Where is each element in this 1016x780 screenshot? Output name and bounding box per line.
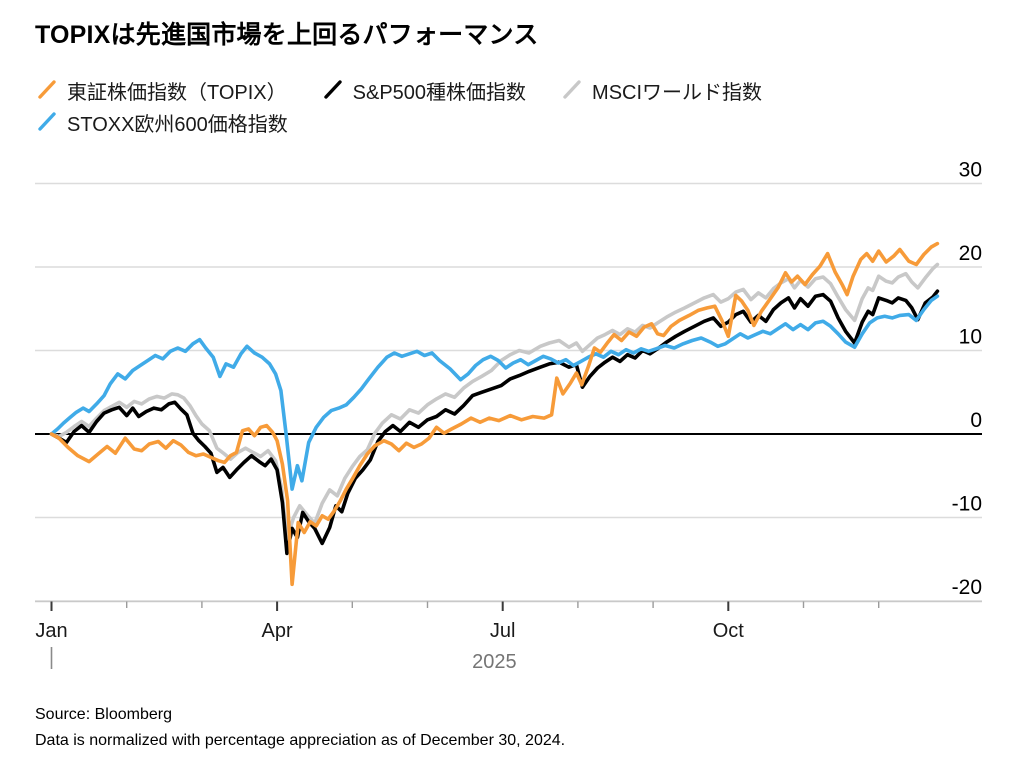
- line-swatch-icon: [38, 112, 56, 131]
- line-swatch-icon: [323, 80, 342, 99]
- series-line-4: [49, 294, 940, 491]
- line-swatch-icon: [38, 80, 56, 99]
- source-block: Source: Bloomberg Data is normalized wit…: [35, 702, 565, 755]
- legend-label: STOXX欧州600価格指数: [67, 113, 288, 136]
- legend-item-3: MSCIワールド指数: [560, 76, 762, 105]
- y-axis-label: 30: [959, 159, 982, 182]
- chart-legend: 東証株価指数（TOPIX） S&P500種株価指数 MSCIワールド指数 STOXX…: [35, 74, 996, 138]
- x-axis-month-label: Apr: [262, 620, 293, 642]
- y-axis-label: 10: [959, 326, 982, 349]
- x-axis-month-label: Jul: [490, 620, 516, 642]
- line-swatch-icon: [563, 80, 581, 99]
- legend-row-1: 東証株価指数（TOPIX） S&P500種株価指数 MSCIワールド指数: [35, 74, 996, 106]
- legend-label: S&P500種株価指数: [352, 81, 527, 104]
- y-axis-label: 0: [970, 409, 982, 432]
- y-axis-label: -10: [952, 493, 982, 516]
- series-line-3: [49, 262, 940, 541]
- legend-label: MSCIワールド指数: [592, 81, 763, 104]
- source-line: Source: Bloomberg: [35, 706, 172, 723]
- series-line-2: [49, 289, 940, 556]
- legend-item-4: STOXX欧州600価格指数: [35, 108, 288, 137]
- y-axis-label: -20: [952, 576, 982, 599]
- footnote-line: Data is normalized with percentage appre…: [35, 732, 566, 750]
- legend-item-2: S&P500種株価指数: [321, 76, 526, 105]
- series-line-1: [49, 241, 940, 587]
- x-axis-month-label: Jan: [35, 620, 67, 642]
- x-axis-month-label: Oct: [713, 620, 745, 642]
- chart-title: TOPIXは先進国市場を上回るパフォーマンス: [35, 21, 539, 49]
- legend-label: 東証株価指数（TOPIX）: [67, 81, 287, 104]
- legend-item-1: 東証株価指数（TOPIX）: [35, 76, 287, 105]
- legend-row-2: STOXX欧州600価格指数: [35, 106, 996, 138]
- year-label: 2025: [472, 651, 517, 673]
- y-axis-label: 20: [959, 242, 982, 265]
